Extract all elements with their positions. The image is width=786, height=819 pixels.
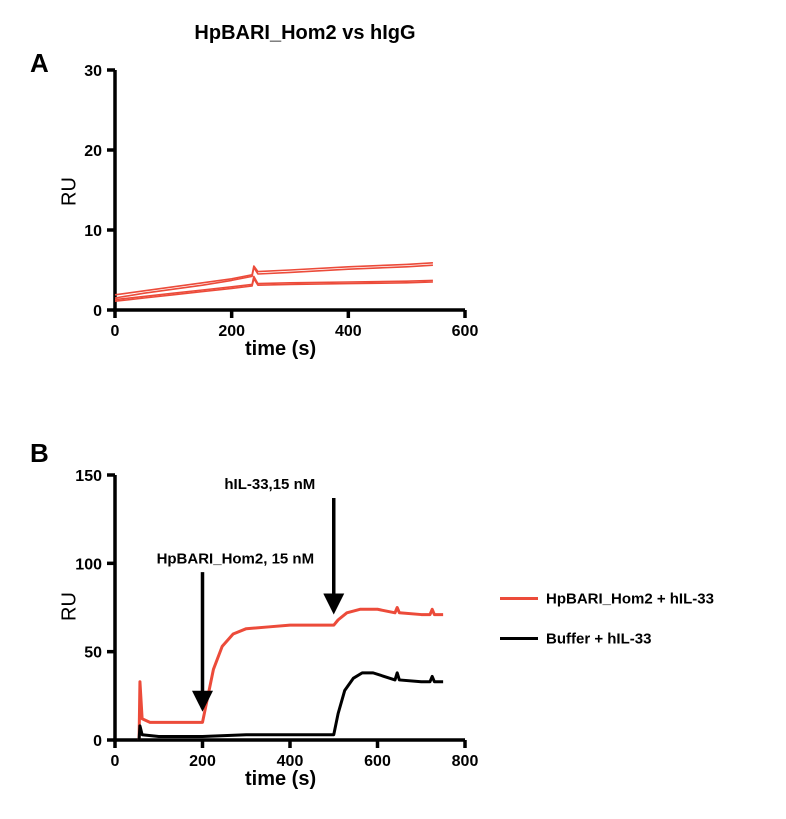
- legend-label: Buffer + hIL-33: [546, 630, 651, 647]
- svg-text:0: 0: [93, 733, 102, 750]
- svg-text:10: 10: [84, 223, 102, 240]
- svg-text:50: 50: [84, 645, 102, 662]
- chart-b: 0200400600800050100150HpBARI_Hom2, 15 nM…: [55, 415, 525, 800]
- legend-item: HpBARI_Hom2 + hIL-33: [500, 590, 714, 608]
- panel-b-letter: B: [30, 438, 49, 469]
- svg-text:100: 100: [75, 556, 102, 573]
- legend-swatch: [500, 597, 538, 600]
- panel-a-xlabel: time (s): [245, 338, 316, 361]
- svg-text:0: 0: [111, 323, 120, 340]
- legend-label: HpBARI_Hom2 + hIL-33: [546, 590, 714, 607]
- svg-text:200: 200: [218, 323, 245, 340]
- panel-a-ylabel: RU: [59, 172, 82, 212]
- panel-b-xlabel: time (s): [245, 768, 316, 791]
- svg-text:0: 0: [93, 303, 102, 320]
- panel-a-letter: A: [30, 48, 49, 79]
- chart-a: 0 200 400 600 0 10 20 30: [55, 10, 525, 370]
- svg-text:HpBARI_Hom2, 15 nM: HpBARI_Hom2, 15 nM: [157, 550, 315, 567]
- svg-text:30: 30: [84, 63, 102, 80]
- legend-item: Buffer + hIL-33: [500, 630, 651, 648]
- svg-text:150: 150: [75, 468, 102, 485]
- svg-text:800: 800: [452, 753, 479, 770]
- svg-text:20: 20: [84, 143, 102, 160]
- svg-text:600: 600: [364, 753, 391, 770]
- svg-text:400: 400: [335, 323, 362, 340]
- svg-text:600: 600: [452, 323, 479, 340]
- legend-swatch: [500, 637, 538, 640]
- svg-text:hIL-33,15 nM: hIL-33,15 nM: [224, 476, 315, 493]
- svg-text:0: 0: [111, 753, 120, 770]
- svg-text:200: 200: [189, 753, 216, 770]
- panel-b-ylabel: RU: [59, 587, 82, 627]
